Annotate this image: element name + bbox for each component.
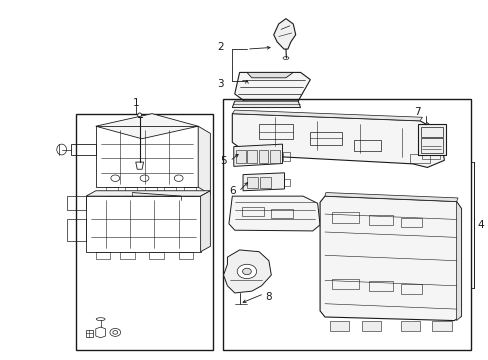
Bar (310, 132, 341, 145)
Ellipse shape (110, 328, 121, 336)
Polygon shape (431, 320, 451, 330)
Polygon shape (234, 72, 310, 101)
Bar (222, 99, 470, 350)
Polygon shape (232, 114, 444, 167)
Ellipse shape (96, 318, 105, 320)
Text: 2: 2 (216, 42, 223, 52)
Polygon shape (329, 320, 348, 330)
Bar (420, 127, 442, 137)
Ellipse shape (138, 113, 142, 118)
Bar (368, 281, 392, 291)
Ellipse shape (113, 330, 118, 334)
Bar (76, 114, 212, 350)
Polygon shape (320, 196, 461, 320)
Bar (86, 330, 93, 337)
Bar (247, 150, 257, 163)
Bar (400, 284, 422, 294)
Polygon shape (456, 202, 461, 320)
Polygon shape (198, 126, 210, 194)
Bar (105, 187, 118, 196)
Bar (368, 215, 392, 225)
Polygon shape (243, 173, 284, 191)
Polygon shape (200, 191, 210, 252)
Polygon shape (273, 19, 295, 49)
Bar (236, 150, 245, 163)
Bar (284, 179, 290, 186)
Bar (331, 279, 358, 289)
Bar (417, 148, 429, 155)
Bar (353, 140, 380, 150)
Text: 3: 3 (216, 79, 223, 89)
Bar (125, 187, 137, 196)
Text: 4: 4 (477, 220, 483, 230)
Ellipse shape (283, 57, 288, 59)
Bar (417, 125, 445, 155)
Bar (246, 177, 257, 188)
Bar (242, 207, 264, 216)
Ellipse shape (237, 264, 256, 279)
Bar (183, 187, 195, 196)
Ellipse shape (242, 268, 251, 275)
Bar (409, 154, 429, 163)
Polygon shape (86, 191, 210, 196)
Polygon shape (232, 101, 300, 108)
Bar (259, 125, 293, 139)
Bar (260, 177, 270, 188)
Bar (269, 150, 279, 163)
Ellipse shape (111, 175, 120, 181)
Bar (271, 210, 293, 219)
Ellipse shape (174, 175, 183, 181)
Text: 6: 6 (228, 186, 235, 197)
Polygon shape (246, 72, 293, 78)
Bar (331, 212, 358, 223)
Bar (282, 152, 289, 161)
Bar (422, 155, 439, 159)
Polygon shape (233, 144, 282, 166)
Bar (258, 150, 268, 163)
Polygon shape (232, 110, 422, 121)
Text: 1: 1 (132, 98, 139, 108)
Bar (163, 187, 176, 196)
Polygon shape (223, 250, 271, 293)
Ellipse shape (140, 175, 149, 181)
Text: 5: 5 (220, 156, 226, 166)
Text: 8: 8 (265, 292, 272, 302)
Ellipse shape (57, 144, 66, 155)
Bar (400, 218, 422, 227)
Bar (420, 138, 442, 153)
Polygon shape (96, 114, 198, 139)
Text: 7: 7 (413, 107, 420, 117)
Polygon shape (325, 193, 457, 202)
Polygon shape (361, 320, 380, 330)
Polygon shape (228, 196, 320, 231)
Polygon shape (400, 320, 419, 330)
Bar (144, 187, 157, 196)
